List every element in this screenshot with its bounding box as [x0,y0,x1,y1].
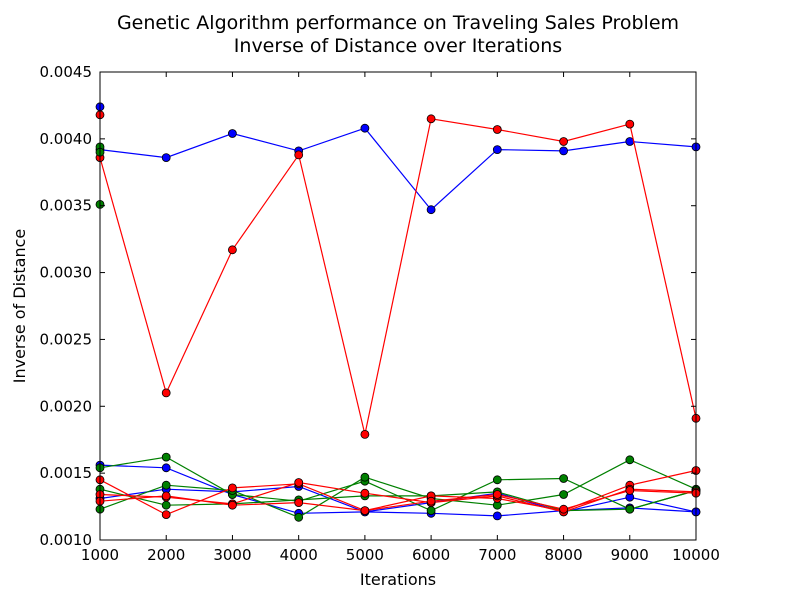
series-6-point [559,490,568,499]
y-tick-label: 0.0035 [40,197,93,215]
series-10-line [99,489,697,512]
series-10-point [426,496,436,506]
series-2-point [360,429,370,439]
series-2-point [227,245,237,255]
series-8 [95,466,701,519]
x-tick-label: 10000 [672,546,720,564]
plot-frame [99,71,697,541]
series-1-line [99,127,697,211]
series-2-point [559,137,568,146]
y-tick-label: 0.0045 [40,63,93,81]
series-7-point [161,500,171,510]
series-2-point [492,125,502,134]
series-1-point [161,153,171,163]
series-9-point [360,488,370,498]
y-tick-label: 0.0015 [40,464,93,482]
series-10-point [559,504,568,514]
series-1-point [227,129,237,138]
series-5-point [161,452,171,462]
y-tick-label: 0.0020 [40,397,93,415]
y-tick-label: 0.0030 [40,264,93,282]
series-2-point [294,150,304,160]
series-5-point [426,506,436,516]
series-2-point [161,388,171,398]
x-tick-label: 4000 [280,546,318,564]
series-8-point [227,483,237,493]
series-5-point [559,474,568,483]
series-10-point [227,500,237,510]
series-2-point [625,119,635,129]
series-4-line [99,485,697,513]
x-tick-label: 3000 [213,546,251,564]
series-6-line [99,459,697,518]
chart-subtitle: Inverse of Distance over Iterations [234,35,562,57]
series-10-point [360,506,370,516]
series-3-point [492,511,502,521]
series-3-point [161,463,171,473]
series-1-point [360,123,370,133]
series-6-point [360,472,370,482]
x-tick-label: 9000 [611,546,649,564]
series-6 [95,455,701,522]
x-tick-label: 7000 [478,546,516,564]
axis-ticks: 1000 2000 3000 4000 5000 6000 7000 8000 9000 1000… [40,63,720,564]
series-9 [95,478,701,517]
x-axis-label: Iterations [360,570,436,589]
x-tick-label: 6000 [412,546,450,564]
y-axis-label: Inverse of Distance [10,229,29,383]
series-6-point [161,480,171,490]
y-tick-label: 0.0010 [40,531,93,549]
series-1-point [426,205,436,215]
series-5-point [492,475,502,485]
series-2-line [99,118,697,435]
x-tick-label: 8000 [544,546,582,564]
x-tick-label: 1000 [81,546,119,564]
series-6-point [625,455,635,465]
series-8-point [161,510,171,519]
plot-marks [95,102,701,522]
series-1-point [492,145,502,155]
series-3-line [99,464,697,517]
series-10-point [294,498,304,508]
series-6-point [294,512,304,522]
chart-title: Genetic Algorithm performance on Traveli… [117,12,679,34]
series-2-point [426,114,436,124]
series-10 [95,486,701,516]
series-7-line [99,488,697,512]
series-8-line [99,469,697,516]
series-9-point [294,478,304,487]
y-tick-label: 0.0040 [40,130,93,148]
series-1 [95,123,701,215]
series-2 [95,114,701,439]
x-tick-label: 2000 [147,546,185,564]
series-10-point [492,490,502,499]
x-tick-label: 5000 [346,546,384,564]
series-1-point [559,146,568,156]
series-7-point [625,504,635,514]
y-tick-label: 0.0025 [40,330,93,348]
series-10-point [161,491,171,501]
series-10-point [625,486,635,495]
